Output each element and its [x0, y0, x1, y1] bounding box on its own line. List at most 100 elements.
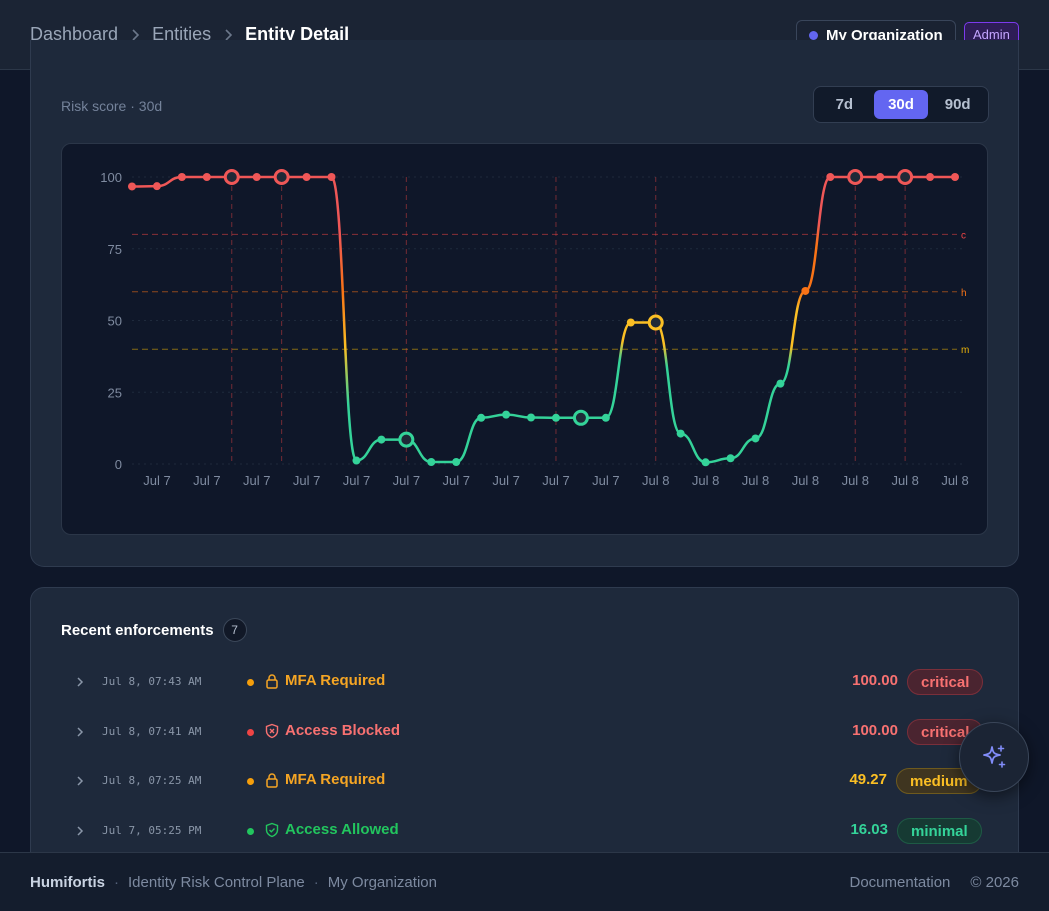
chevron-right-icon [223, 28, 233, 41]
lock-icon [264, 772, 280, 788]
chevron-right-icon[interactable] [74, 676, 86, 688]
chevron-right-icon[interactable] [74, 726, 86, 738]
x-tick-label: Jul 7 [443, 473, 470, 488]
data-point [152, 182, 161, 191]
y-tick-label: 25 [108, 385, 122, 400]
range-7d-button[interactable]: 7d [835, 96, 854, 113]
footer-right: Documentation © 2026 [850, 853, 1020, 911]
lock-icon [264, 673, 280, 689]
breadcrumb-entities[interactable]: Entities [152, 24, 212, 44]
breadcrumb-dashboard[interactable]: Dashboard [30, 24, 119, 44]
x-tick-label: Jul 8 [842, 473, 869, 488]
series-line-segment [779, 289, 807, 385]
x-tick-label: Jul 7 [193, 473, 220, 488]
enforcement-action: Access Allowed [285, 821, 399, 838]
data-point [352, 456, 361, 465]
data-point [327, 173, 336, 181]
risk-score-line-chart: 0 25 50 75 100 c h m Jul 7 Jul 7 Jul 7 Jul 7 Jul 7 Ju… [100, 169, 969, 488]
footer-brand: Humifortis [30, 873, 105, 891]
documentation-link[interactable]: Documentation [849, 874, 951, 891]
data-point [676, 429, 685, 438]
data-point [177, 173, 186, 181]
enforcement-score: 16.03 [850, 821, 888, 838]
x-tick-label: Jul 8 [941, 473, 968, 488]
enforcement-row[interactable]: Jul 8, 07:43 AM MFA Required 100.00 critica… [31, 667, 1020, 697]
enforcement-action: MFA Required [285, 771, 386, 788]
shield-x-icon [264, 723, 280, 739]
enforcement-action: Access Blocked [285, 722, 401, 739]
data-point [826, 173, 835, 181]
x-tick-label: Jul 8 [891, 473, 918, 488]
data-point [926, 173, 935, 181]
data-point [551, 413, 560, 422]
chevron-right-icon[interactable] [74, 775, 86, 787]
y-tick-label: 50 [108, 314, 122, 329]
y-tick-label: 0 [115, 457, 122, 472]
data-point [477, 413, 486, 422]
enforcement-status-dot [247, 679, 254, 686]
footer-separator: · [114, 873, 119, 891]
highlighted-data-point [273, 169, 290, 185]
data-point [701, 458, 710, 467]
ai-assistant-button[interactable] [959, 722, 1029, 792]
enforcement-action: MFA Required [285, 672, 386, 689]
highlighted-data-point [847, 169, 864, 185]
copyright-text: © 2026 [970, 874, 1019, 891]
x-tick-label: Jul 7 [492, 473, 519, 488]
data-point [527, 413, 536, 422]
data-point [452, 457, 461, 466]
y-tick-label: 100 [100, 170, 122, 185]
enforcements-title: Recent enforcements [61, 621, 214, 639]
x-tick-label: Jul 8 [792, 473, 819, 488]
y-tick-label: 75 [108, 242, 122, 257]
x-tick-label: Jul 8 [742, 473, 769, 488]
enforcement-score: 49.27 [849, 771, 887, 788]
series-line-segment [455, 416, 482, 464]
enforcement-time: Jul 8, 07:41 AM [102, 725, 202, 738]
data-point [128, 182, 136, 191]
range-30d-button[interactable]: 30d [873, 90, 929, 119]
x-tick-label: Jul 7 [343, 473, 370, 488]
data-point [377, 435, 386, 444]
series-line-segment [754, 382, 781, 440]
data-point [427, 457, 436, 466]
threshold-label: c [961, 230, 966, 241]
highlighted-data-point [223, 169, 240, 185]
x-tick-label: Jul 7 [592, 473, 619, 488]
data-point [601, 413, 610, 422]
chevron-right-icon[interactable] [74, 825, 86, 837]
highlighted-data-point [398, 431, 415, 448]
enforcement-time: Jul 8, 07:25 AM [102, 774, 202, 787]
x-tick-label: Jul 7 [243, 473, 270, 488]
data-point [951, 173, 959, 181]
breadcrumb: Dashboard Entities Entity Detail [30, 24, 349, 45]
enforcements-header: Recent enforcements 7 [61, 618, 247, 642]
x-tick-label: Jul 7 [293, 473, 320, 488]
enforcement-row[interactable]: Jul 8, 07:25 AM MFA Required 49.27 medium [31, 766, 1020, 796]
time-range-selector: 7d 30d 90d [813, 86, 989, 123]
range-90d-button[interactable]: 90d [944, 96, 971, 113]
data-point [252, 173, 261, 181]
severity-badge: critical [907, 669, 984, 695]
enforcement-row[interactable]: Jul 8, 07:41 AM Access Blocked 100.00 criti… [31, 717, 1020, 747]
risk-score-chart: 0 25 50 75 100 c h m Jul 7 Jul 7 Jul 7 Jul 7 Jul 7 Ju… [61, 143, 988, 535]
shield-check-icon [264, 822, 280, 838]
highlighted-data-point [572, 409, 589, 426]
enforcement-status-dot [247, 729, 254, 736]
data-point [876, 173, 885, 181]
footer: Humifortis · Identity Risk Control Plane… [0, 852, 1049, 911]
enforcement-score: 100.00 [852, 722, 898, 739]
org-status-dot [809, 30, 818, 40]
risk-score-card: Risk score · 30d 7d 30d 90d 0 25 50 75 100 c h… [30, 40, 1019, 567]
footer-org: My Organization [327, 873, 437, 891]
enforcement-status-dot [247, 828, 254, 835]
series-line-segment [330, 175, 358, 462]
series-line-segment [356, 438, 382, 462]
org-name: My Organization [826, 26, 943, 44]
enforcement-row[interactable]: Jul 7, 05:25 PM Access Allowed 16.03 minima… [31, 816, 1020, 846]
data-point [626, 318, 635, 327]
series-line-segment [654, 321, 682, 435]
enforcements-count-badge: 7 [222, 618, 247, 642]
severity-badge: minimal [897, 818, 982, 844]
data-point [726, 454, 735, 463]
